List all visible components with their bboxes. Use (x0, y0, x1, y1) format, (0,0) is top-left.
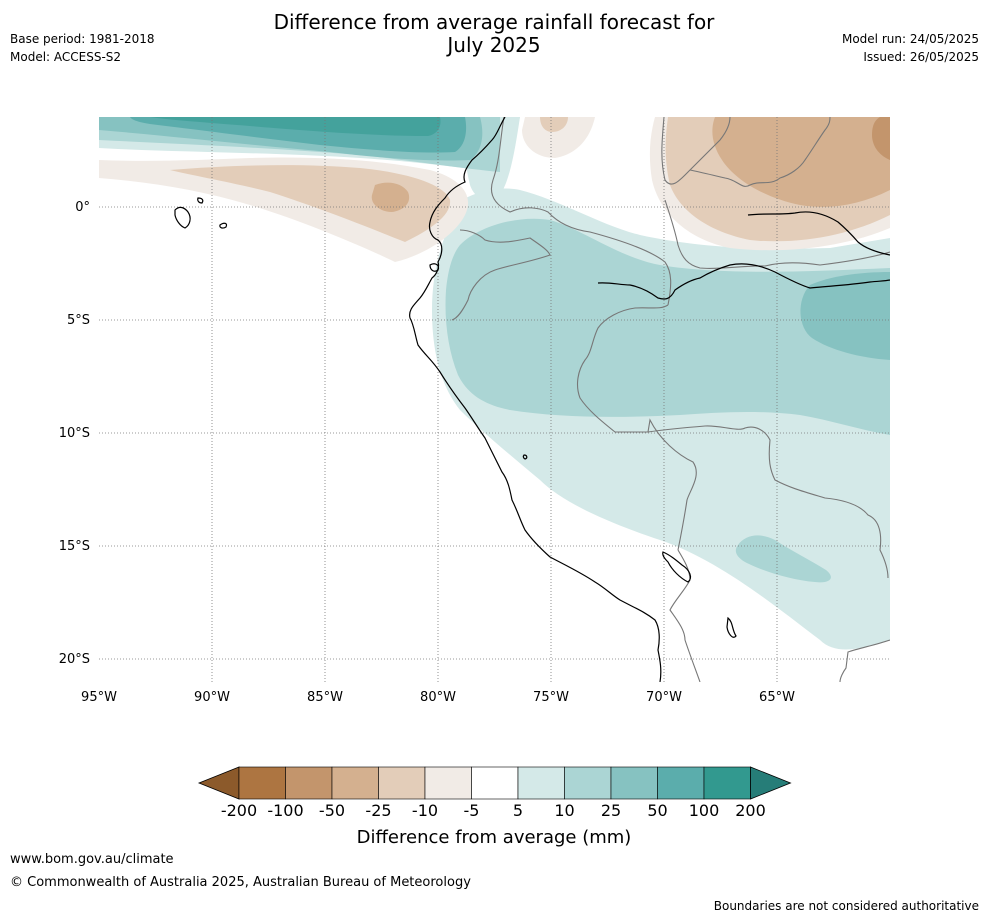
lon-tick-label: 90°W (194, 690, 230, 705)
anomaly-10-25-region (445, 218, 890, 435)
colorbar-segment (564, 766, 612, 800)
anomaly-100-200-northwest (150, 117, 441, 136)
colorbar-tick-label: 5 (513, 801, 523, 820)
colorbar-tick-label: 10 (554, 801, 574, 820)
lon-tick-label: 70°W (646, 690, 682, 705)
lat-labels: 0° 5°S 10°S 15°S 20°S (59, 200, 90, 667)
lat-tick-label: 0° (75, 200, 90, 215)
colorbar-tick-label: -200 (221, 801, 257, 820)
colorbar-segment (424, 766, 472, 800)
lon-tick-label: 95°W (81, 690, 117, 705)
anomaly-neg5-neg10-small (522, 117, 595, 158)
copyright-text: © Commonwealth of Australia 2025, Austra… (10, 875, 471, 890)
colorbar-segment (657, 766, 705, 800)
colorbar-tick-label: -25 (365, 801, 391, 820)
coastline (174, 117, 890, 682)
gridlines (99, 117, 890, 682)
lon-tick-label: 65°W (759, 690, 795, 705)
colorbar-tick-label: 200 (735, 801, 766, 820)
colorbar-segment (517, 766, 565, 800)
meta-left: Base period: 1981-2018 Model: ACCESS-S2 (10, 30, 155, 66)
model-name: Model: ACCESS-S2 (10, 50, 122, 64)
colorbar-segment (285, 766, 333, 800)
lon-tick-label: 75°W (533, 690, 569, 705)
colorbar-tick-label: -100 (267, 801, 303, 820)
colorbar-segment (378, 766, 426, 800)
colorbar-extend-low (197, 766, 240, 800)
colorbar-segment (471, 766, 519, 800)
colorbar-tick-label: -5 (464, 801, 480, 820)
lon-tick-label: 80°W (420, 690, 456, 705)
page-title: Difference from average rainfall forecas… (0, 11, 988, 57)
anomaly-10-25-south (735, 535, 831, 583)
colorbar-tick-label: -50 (319, 801, 345, 820)
title-line-2: July 2025 (447, 33, 541, 57)
colorbar-tick-label: -10 (412, 801, 438, 820)
boundaries-disclaimer: Boundaries are not considered authoritat… (713, 899, 979, 913)
colorbar-extend-high (750, 766, 792, 800)
issued-date: Issued: 26/05/2025 (863, 50, 979, 64)
colorbar-segment (331, 766, 379, 800)
anomaly-25-50-east (800, 272, 890, 360)
colorbar-segment (610, 766, 658, 800)
colorbar-segment (238, 766, 286, 800)
colorbar-title: Difference from average (mm) (357, 827, 632, 848)
anomaly-neg25-neg50-north (712, 117, 890, 207)
model-run: Model run: 24/05/2025 (841, 32, 979, 46)
title-line-1: Difference from average rainfall forecas… (273, 10, 715, 34)
lat-tick-label: 5°S (67, 313, 90, 328)
meta-right: Model run: 24/05/2025 Issued: 26/05/2025 (842, 30, 979, 66)
colorbar-tick-label: 25 (601, 801, 621, 820)
map-fill-layer (99, 117, 890, 682)
colorbar-tick-label: 50 (647, 801, 667, 820)
anomaly-neg50-neg100-north (872, 117, 890, 160)
colorbar: -200 -100 -50 -25 -10 -5 5 10 25 50 100 200 (197, 766, 792, 820)
lon-tick-label: 85°W (307, 690, 343, 705)
base-period: Base period: 1981-2018 (10, 32, 155, 46)
colorbar-tick-label: 100 (689, 801, 720, 820)
lat-tick-label: 20°S (59, 652, 90, 667)
lon-labels: 95°W 90°W 85°W 80°W 75°W 70°W 65°W (81, 690, 795, 705)
anomaly-neg10-neg25-small (540, 117, 568, 132)
colorbar-segment (703, 766, 751, 800)
country-borders (451, 117, 890, 682)
website-link[interactable]: www.bom.gov.au/climate (10, 852, 174, 867)
lat-tick-label: 15°S (59, 539, 90, 554)
lat-tick-label: 10°S (59, 426, 90, 441)
anomaly-neg25-neg50-ocean (371, 182, 410, 212)
